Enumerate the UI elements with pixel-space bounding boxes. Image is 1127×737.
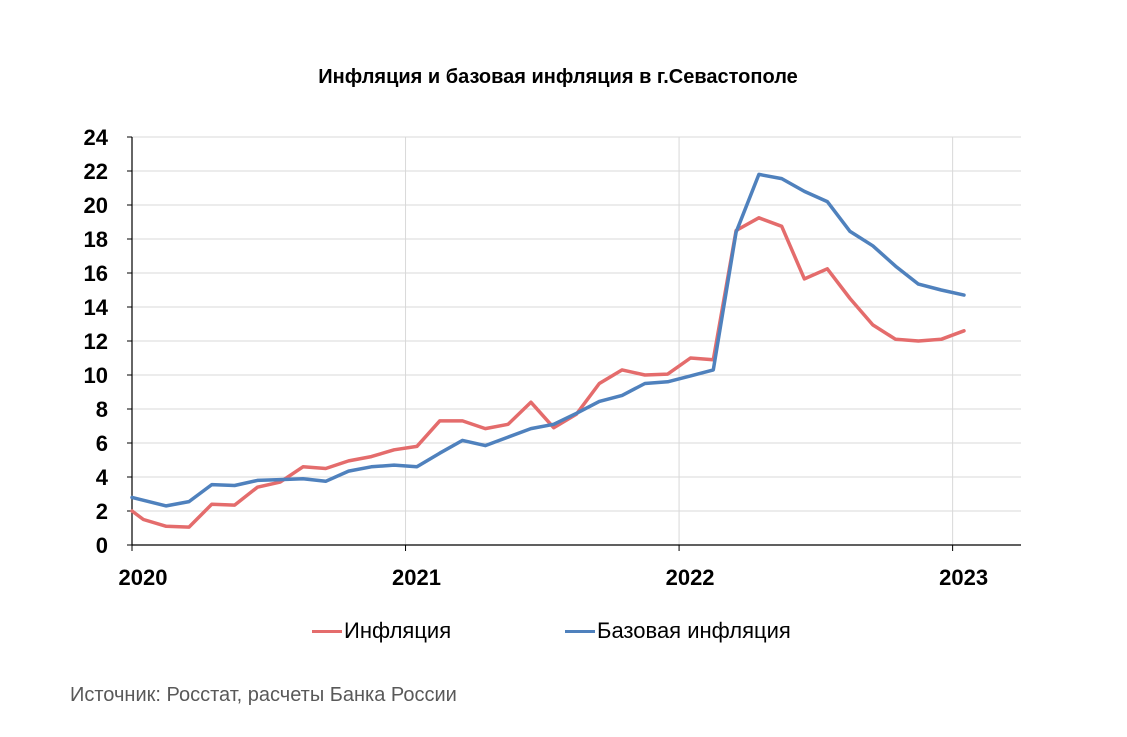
y-tick-label: 18 [84, 227, 108, 252]
legend-item-inflation: Инфляция [312, 618, 451, 644]
gridlines [132, 136, 1021, 545]
x-tick-label: 2022 [666, 565, 715, 590]
source-note: Источник: Росстат, расчеты Банка России [70, 684, 457, 706]
chart-title: Инфляция и базовая инфляция в г.Севастоп… [318, 66, 798, 88]
y-tick-label: 4 [96, 465, 109, 490]
x-tick-label: 2021 [392, 565, 441, 590]
x-tick-label: 2020 [119, 565, 168, 590]
x-tick-labels: 2020 2021 2022 2023 [119, 565, 989, 590]
legend-item-core-inflation: Базовая инфляция [565, 618, 791, 644]
y-tick-label: 12 [84, 329, 108, 354]
y-tick-label: 24 [84, 125, 109, 150]
y-tick-label: 6 [96, 431, 108, 456]
y-tick-label: 22 [84, 159, 108, 184]
axes [127, 136, 1021, 551]
series-line-inflation [130, 216, 966, 529]
y-tick-label: 2 [96, 499, 108, 524]
y-tick-label: 16 [84, 261, 108, 286]
x-tick-label: 2023 [939, 565, 988, 590]
y-tick-label: 0 [96, 533, 108, 558]
legend-label-inflation: Инфляция [344, 618, 452, 643]
series-line-core-inflation [130, 172, 966, 508]
y-tick-label: 8 [96, 397, 108, 422]
y-tick-label: 20 [84, 193, 108, 218]
y-tick-label: 10 [84, 363, 108, 388]
series-lines [130, 172, 966, 529]
legend: Инфляция Базовая инфляция [0, 618, 1127, 648]
legend-swatch-core-inflation [565, 629, 595, 633]
y-tick-label: 14 [84, 295, 109, 320]
legend-label-core-inflation: Базовая инфляция [597, 618, 791, 643]
legend-swatch-inflation [312, 629, 342, 633]
